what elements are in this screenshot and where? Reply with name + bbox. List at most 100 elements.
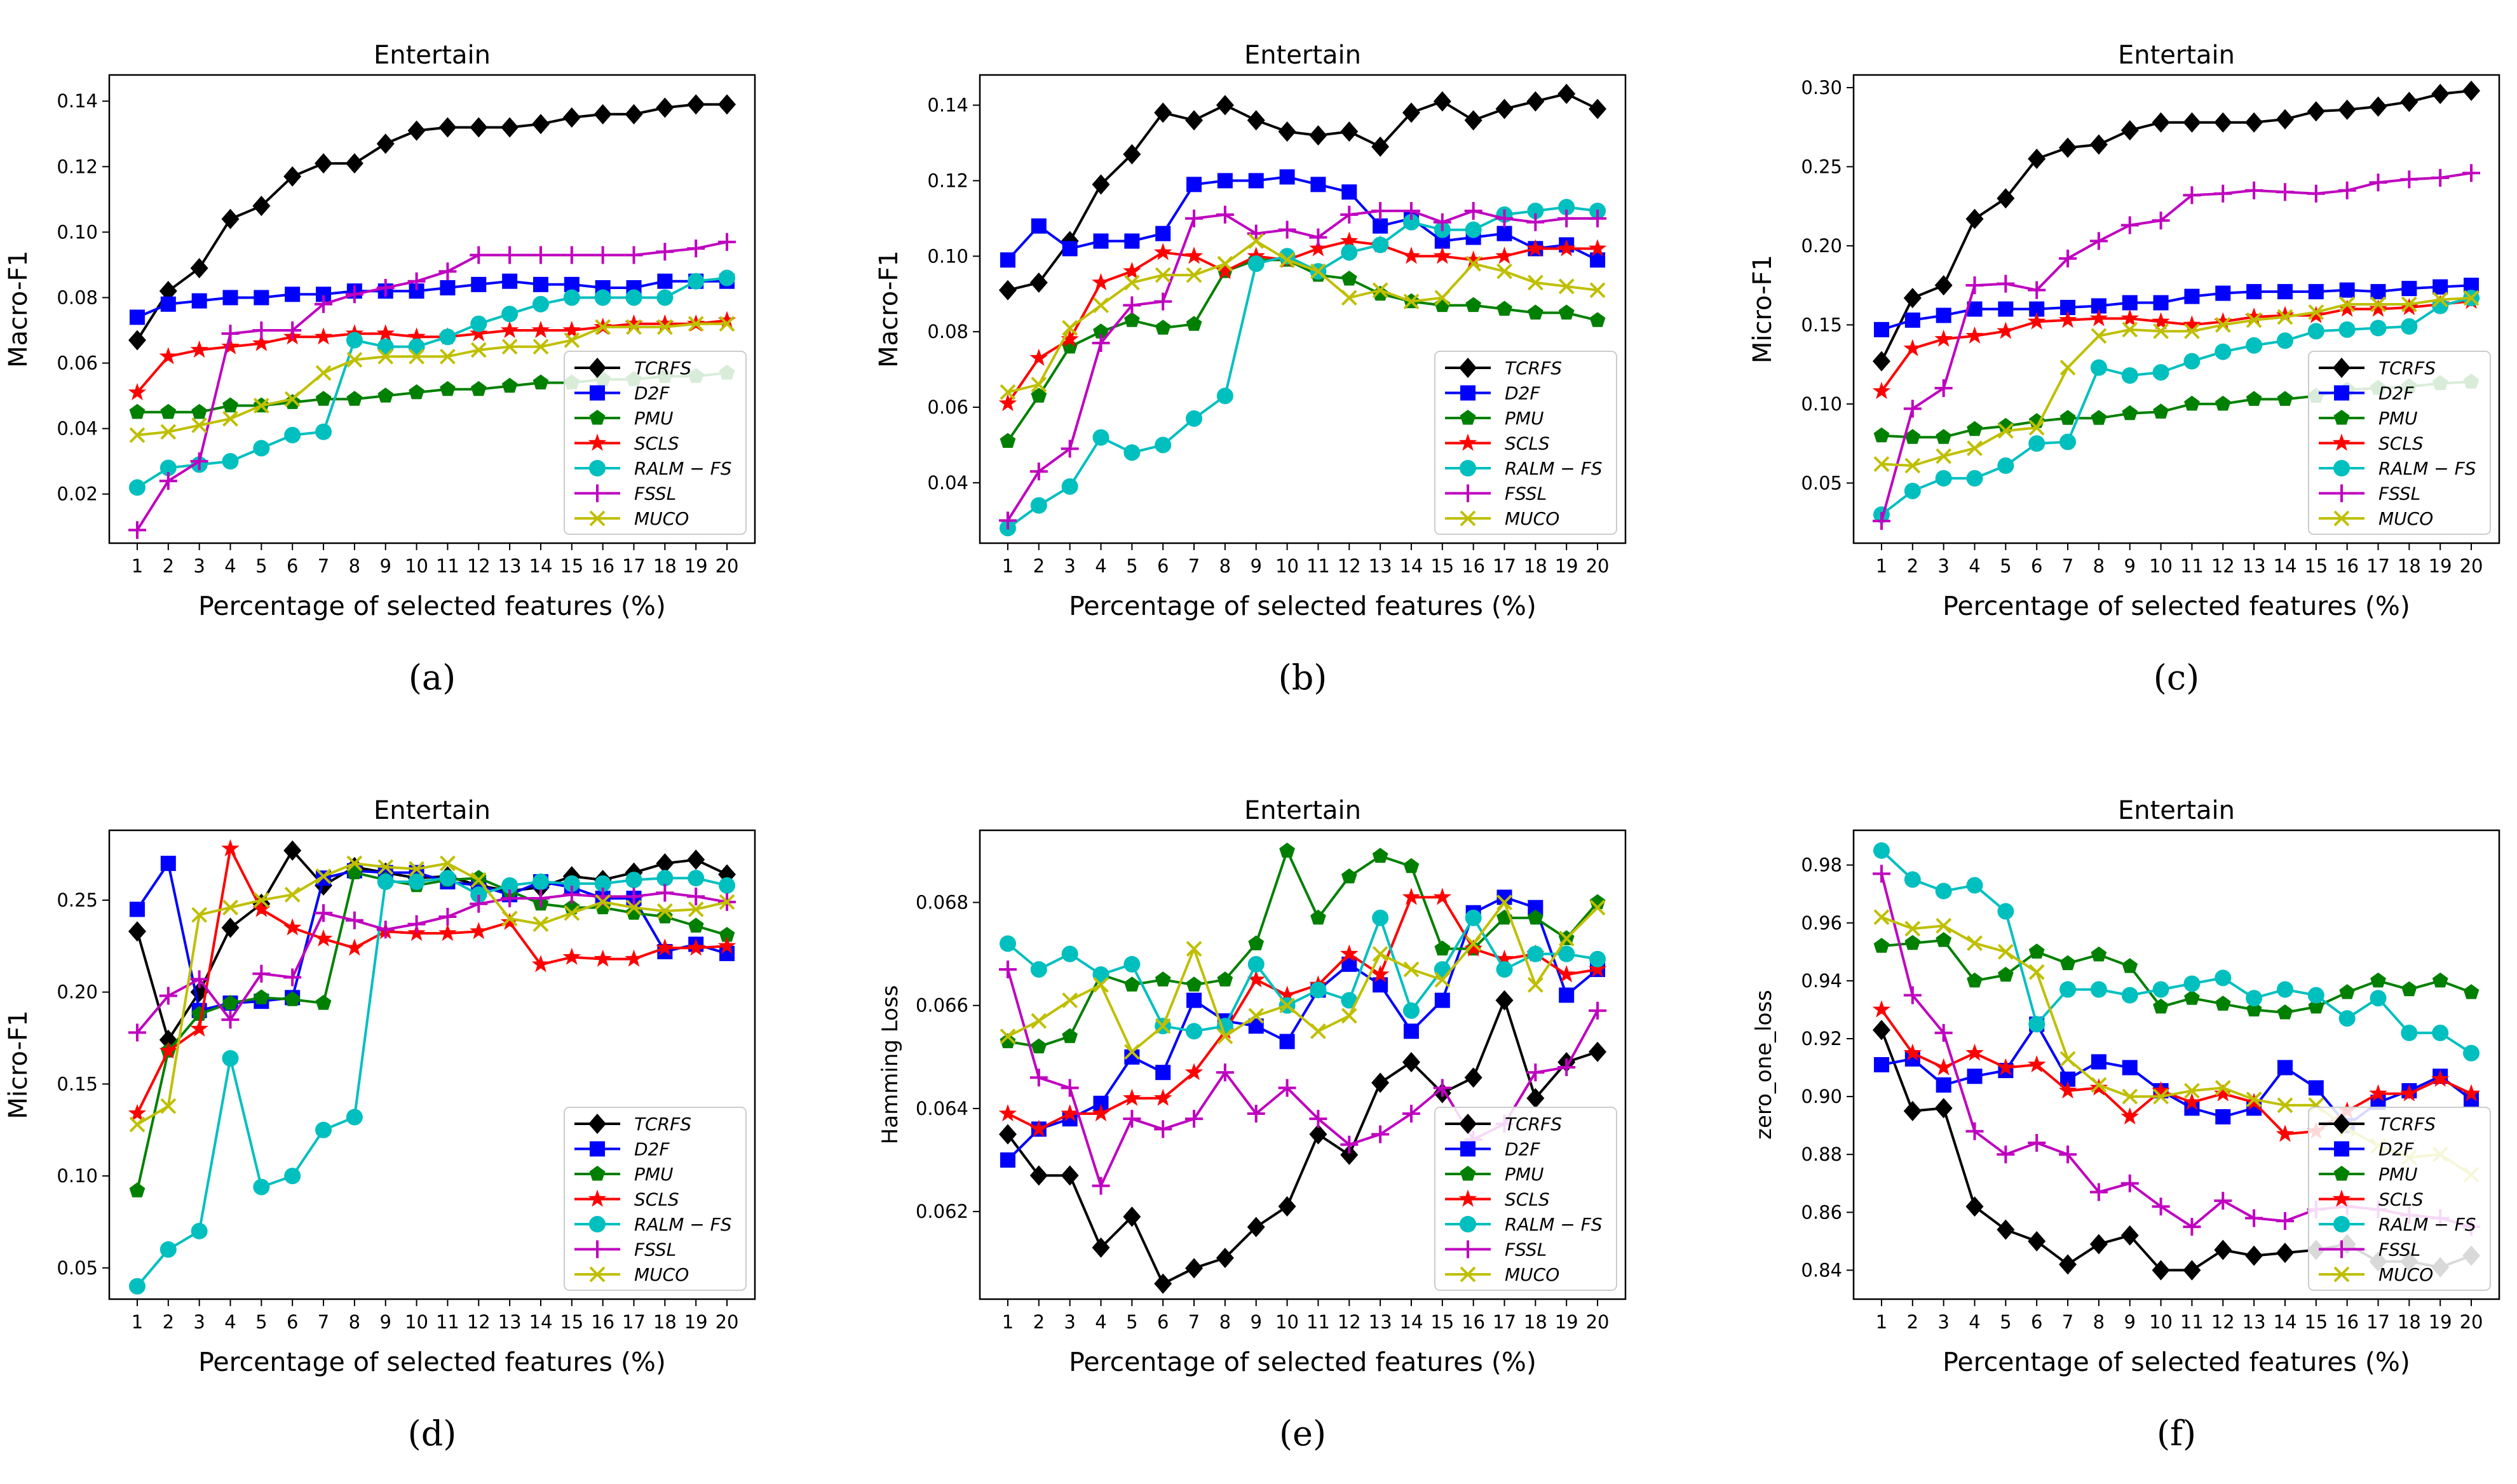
data-point-scls xyxy=(2244,1093,2263,1110)
legend-marker-ralm-fs xyxy=(2333,460,2350,476)
data-point-ralm-fs xyxy=(222,453,239,470)
x-tick-label: 10 xyxy=(2149,1311,2173,1333)
data-point-tcrfs xyxy=(1589,1041,1607,1062)
legend-marker-fssl xyxy=(588,484,606,503)
data-point-pmu xyxy=(1341,271,1357,286)
x-tick-label: 19 xyxy=(2429,1311,2452,1333)
data-point-scls xyxy=(470,922,488,940)
data-point-pmu xyxy=(254,989,269,1004)
legend-label-ralm-fs: RALM − FS xyxy=(1505,1214,1603,1235)
data-point-muco xyxy=(2339,296,2356,313)
data-point-ralm-fs xyxy=(625,872,642,889)
legend-box xyxy=(564,1107,747,1291)
data-point-d2f xyxy=(2215,285,2231,301)
x-tick-label: 11 xyxy=(436,555,459,577)
x-tick-label: 9 xyxy=(2124,1311,2136,1333)
x-tick-label: 17 xyxy=(622,1311,646,1333)
x-tick-label: 14 xyxy=(529,1311,553,1333)
x-tick-label: 7 xyxy=(1188,555,1200,577)
data-point-muco xyxy=(501,339,518,355)
data-point-muco xyxy=(1967,935,1983,952)
x-axis-label: Percentage of selected features (%) xyxy=(198,591,666,621)
legend-label-fssl: FSSL xyxy=(634,1239,676,1260)
x-tick-label: 12 xyxy=(2211,1311,2235,1333)
x-tick-label: 19 xyxy=(1555,1311,1578,1333)
x-tick-label: 2 xyxy=(1033,1311,1045,1333)
data-point-fssl xyxy=(2183,1218,2201,1236)
data-point-tcrfs xyxy=(2152,112,2170,133)
data-point-pmu xyxy=(1558,304,1575,320)
data-point-fssl xyxy=(470,246,488,264)
data-point-muco xyxy=(222,410,238,427)
data-point-muco xyxy=(2184,1083,2200,1099)
data-point-tcrfs xyxy=(1934,275,1953,296)
data-point-scls xyxy=(1495,246,1514,264)
data-point-fssl xyxy=(2214,184,2232,203)
data-point-ralm-fs xyxy=(1997,457,2014,474)
data-point-fssl xyxy=(128,521,146,539)
y-tick-label: 0.06 xyxy=(927,396,968,418)
x-tick-label: 20 xyxy=(2460,1311,2483,1333)
y-tick-label: 0.066 xyxy=(916,995,968,1016)
data-point-fssl xyxy=(1185,1110,1204,1128)
x-tick-label: 18 xyxy=(653,555,677,577)
data-point-pmu xyxy=(2091,946,2107,962)
data-point-tcrfs xyxy=(1526,91,1545,112)
data-point-scls xyxy=(1340,944,1359,962)
data-point-muco xyxy=(688,901,704,917)
data-point-ralm-fs xyxy=(2090,359,2107,376)
data-point-scls xyxy=(1061,330,1079,347)
data-point-fssl xyxy=(1185,209,1204,227)
data-point-pmu xyxy=(284,394,301,409)
data-point-pmu xyxy=(1155,971,1171,987)
data-point-pmu xyxy=(470,381,487,396)
data-point-muco xyxy=(2184,323,2200,339)
data-point-d2f xyxy=(1496,226,1512,241)
data-point-fssl xyxy=(470,894,488,913)
data-point-d2f xyxy=(1155,1065,1171,1081)
data-point-ralm-fs xyxy=(2183,353,2201,370)
data-point-muco xyxy=(1465,255,1482,272)
y-tick-label: 0.10 xyxy=(1801,393,1842,415)
data-point-muco xyxy=(1155,1018,1171,1034)
data-point-muco xyxy=(160,424,177,440)
data-point-scls xyxy=(2400,298,2419,316)
data-point-fssl xyxy=(1997,274,2015,293)
data-point-fssl xyxy=(1309,228,1327,246)
legend-box xyxy=(2308,351,2491,535)
data-point-fssl xyxy=(1965,1122,1984,1140)
plot-area xyxy=(1872,842,2481,1281)
data-point-scls xyxy=(1588,960,1607,978)
legend-label-scls: SCLS xyxy=(1505,1189,1550,1210)
x-tick-label: 12 xyxy=(467,1311,491,1333)
data-point-scls xyxy=(998,394,1017,412)
data-point-ralm-fs xyxy=(1341,244,1358,261)
data-point-fssl xyxy=(1872,865,1890,883)
data-point-scls xyxy=(1903,339,1922,356)
data-point-ralm-fs xyxy=(2432,1024,2449,1041)
data-point-d2f xyxy=(471,276,487,292)
data-point-fssl xyxy=(1123,296,1141,314)
data-point-muco xyxy=(1031,376,1047,393)
legend-label-ralm-fs: RALM − FS xyxy=(2378,1214,2476,1235)
x-tick-label: 1 xyxy=(132,1311,143,1333)
data-point-tcrfs xyxy=(190,258,208,279)
data-point-ralm-fs xyxy=(1092,429,1109,446)
data-point-muco xyxy=(1997,943,2014,960)
y-axis-label: Macro-F1 xyxy=(874,250,904,368)
data-point-pmu xyxy=(2339,984,2355,999)
data-point-scls xyxy=(1872,382,1891,400)
data-point-scls xyxy=(625,949,643,967)
data-point-pmu xyxy=(688,917,704,933)
data-point-tcrfs xyxy=(1216,95,1234,116)
data-point-muco xyxy=(2215,1080,2231,1096)
data-point-fssl xyxy=(128,1023,146,1042)
data-point-pmu xyxy=(2246,391,2262,406)
data-point-ralm-fs xyxy=(1030,497,1047,514)
legend-marker-d2f xyxy=(1460,385,1476,401)
x-tick-label: 18 xyxy=(2398,1311,2421,1333)
data-point-tcrfs xyxy=(128,921,146,942)
data-point-muco xyxy=(1558,278,1575,295)
data-point-scls xyxy=(407,327,426,345)
data-point-fssl xyxy=(2369,173,2387,192)
